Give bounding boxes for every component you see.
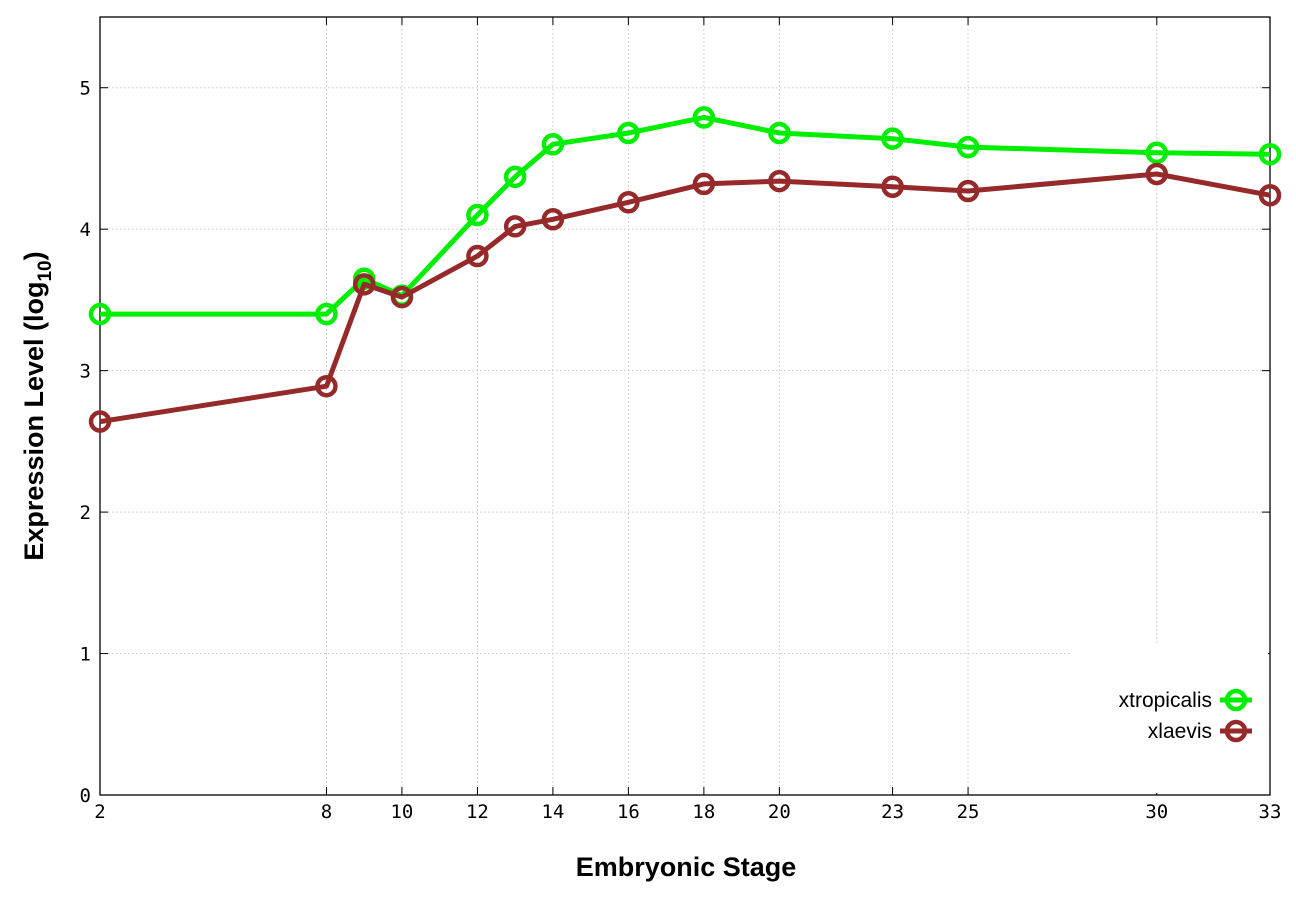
data-point-xlaevis: [503, 215, 527, 238]
data-point-xtropicalis: [466, 203, 489, 227]
data-point-xtropicalis: [768, 121, 791, 145]
x-tick-label: 16: [617, 801, 640, 823]
y-tick-labels: 0 1 2 3 4 5: [80, 78, 91, 807]
y-tick-label: 5: [80, 78, 91, 100]
data-point-xlaevis: [1145, 162, 1169, 186]
data-point-xtropicalis: [1258, 142, 1282, 166]
x-tick-label: 8: [321, 801, 332, 823]
x-axis-title: Embryonic Stage: [576, 852, 797, 882]
legend-box: [1072, 643, 1268, 793]
legend-label: xlaevis: [1148, 720, 1212, 743]
data-point-xtropicalis: [956, 135, 980, 159]
series-line-xlaevis: [99, 171, 1271, 425]
x-tick-label: 14: [541, 801, 564, 823]
data-point-xlaevis: [88, 410, 112, 433]
series-layer: [88, 106, 1282, 433]
legend: xtropicalis xlaevis: [1119, 688, 1252, 743]
legend-entry-xlaevis: xlaevis: [1148, 719, 1252, 743]
x-tick-label: 23: [881, 801, 904, 823]
data-point-xlaevis: [466, 244, 489, 268]
data-point-xtropicalis: [541, 133, 565, 156]
data-point-xlaevis: [617, 191, 640, 214]
data-point-xlaevis: [692, 172, 716, 196]
x-tick-label: 25: [957, 801, 980, 823]
data-point-xlaevis: [956, 179, 980, 203]
x-tick-label: 2: [94, 801, 105, 823]
x-tick-labels: 2 8 10 12 14 16 18 20 23 25 30 33: [94, 801, 1281, 823]
data-point-xlaevis: [1258, 183, 1282, 207]
x-tick-label: 18: [692, 801, 715, 823]
data-point-xtropicalis: [881, 127, 904, 150]
data-point-xtropicalis: [503, 165, 527, 189]
data-point-xtropicalis: [88, 302, 112, 326]
grid-lines: [100, 17, 1270, 795]
x-tick-label: 10: [390, 801, 413, 823]
x-tick-label: 20: [768, 801, 791, 823]
legend-label: xtropicalis: [1119, 689, 1212, 712]
y-tick-label: 3: [80, 361, 91, 383]
axis-ticks: [99, 17, 1271, 796]
y-tick-label: 4: [80, 219, 91, 241]
data-point-xlaevis: [881, 175, 904, 198]
data-point-xlaevis: [768, 169, 791, 193]
plot-frame: [99, 16, 1271, 796]
y-axis-title-subscript: 10: [35, 260, 56, 281]
x-tick-label: 12: [466, 801, 489, 823]
data-point-xtropicalis: [692, 106, 716, 129]
y-axis-title-close: ): [19, 251, 49, 260]
y-tick-label: 1: [80, 644, 91, 666]
legend-marker-sample: [1224, 719, 1248, 743]
data-point-xtropicalis: [315, 302, 338, 326]
y-tick-label: 0: [80, 785, 91, 807]
y-axis-title-main: Expression Level (log: [19, 282, 49, 561]
data-point-xlaevis: [352, 273, 376, 296]
x-tick-label: 33: [1259, 801, 1282, 823]
x-tick-label: 30: [1145, 801, 1168, 823]
data-point-xtropicalis: [617, 121, 640, 145]
data-point-xlaevis: [390, 285, 414, 309]
data-point-xlaevis: [541, 208, 565, 231]
y-axis-title: Expression Level (log10): [19, 251, 56, 560]
series-xlaevis: [88, 162, 1282, 433]
data-point-xlaevis: [315, 374, 338, 398]
y-tick-label: 2: [80, 502, 91, 524]
legend-marker-sample: [1224, 688, 1248, 712]
data-point-xtropicalis: [1145, 141, 1169, 165]
legend-entry-xtropicalis: xtropicalis: [1119, 688, 1252, 712]
